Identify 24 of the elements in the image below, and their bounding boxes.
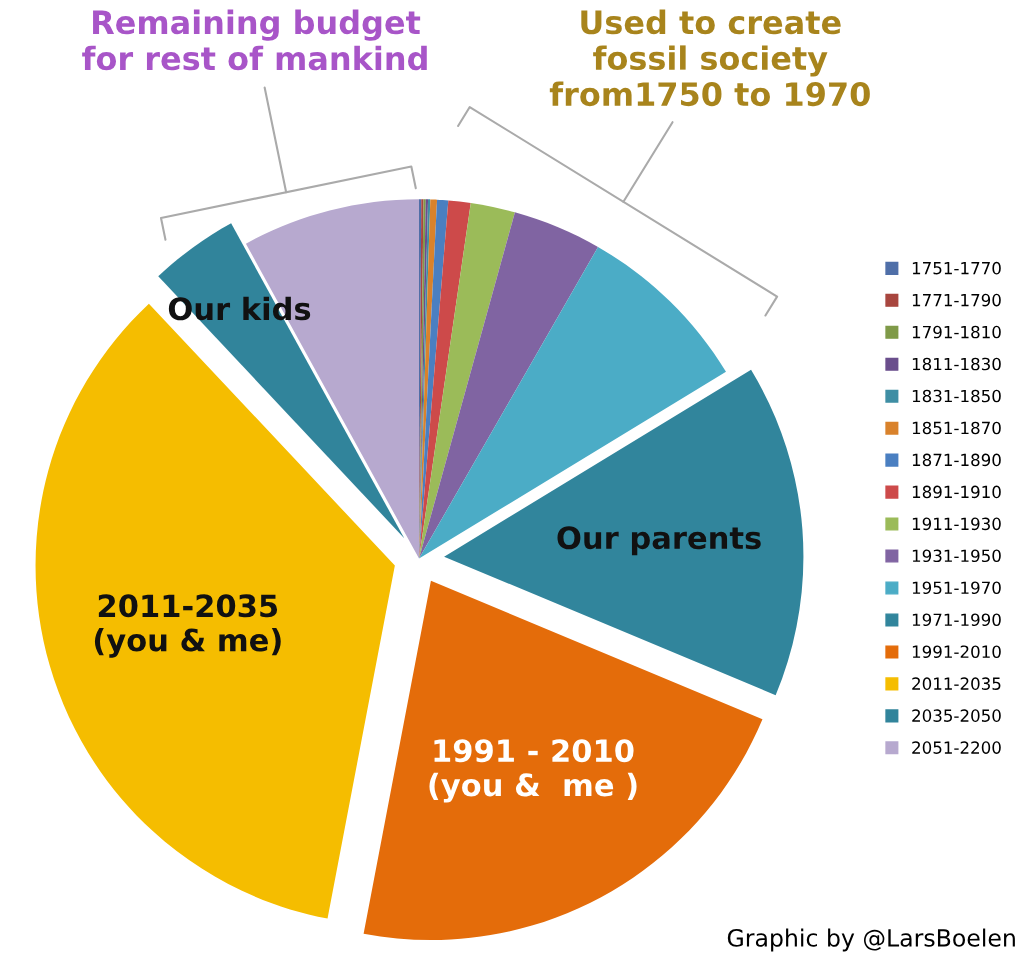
text: Our parents bbox=[557, 526, 761, 556]
legend-label: 2035-2050 bbox=[912, 709, 1001, 722]
legend-label: 1871-1890 bbox=[912, 453, 1001, 467]
text: (you & me ) bbox=[429, 772, 637, 803]
legend-label: 1851-1870 bbox=[912, 421, 1001, 435]
legend-label: 2011-2035 bbox=[912, 677, 1001, 690]
text: Remaining budget for rest of mankind bbox=[82, 9, 427, 71]
legend-label: 1811-1830 bbox=[912, 357, 1001, 371]
legend-label: 1751-1770 bbox=[912, 261, 1001, 275]
legend-label: 1991-2010 bbox=[912, 645, 1001, 658]
slice-label: 2011-2035 bbox=[98, 594, 278, 618]
legend-label: 1791-1810 bbox=[912, 325, 1001, 339]
legend-label: 1771-1790 bbox=[912, 293, 1001, 307]
legend-label: 1951-1970 bbox=[912, 581, 1001, 595]
legend-label: 1891-1910 bbox=[912, 485, 1001, 499]
legend-label: 2051-2200 bbox=[912, 741, 1001, 754]
slice-label: 1991 - 2010 bbox=[434, 739, 634, 763]
text: Used to create fossil society from1750 to 1970 bbox=[549, 9, 870, 107]
legend-label: 1971-1990 bbox=[912, 613, 1001, 627]
text: (you & me) bbox=[94, 627, 281, 658]
legend-label: 1931-1950 bbox=[912, 549, 1001, 563]
text: Graphic by @LarsBoelen bbox=[727, 928, 1015, 952]
legend-label: 1831-1850 bbox=[912, 389, 1001, 403]
legend-label: 1911-1930 bbox=[912, 517, 1001, 531]
